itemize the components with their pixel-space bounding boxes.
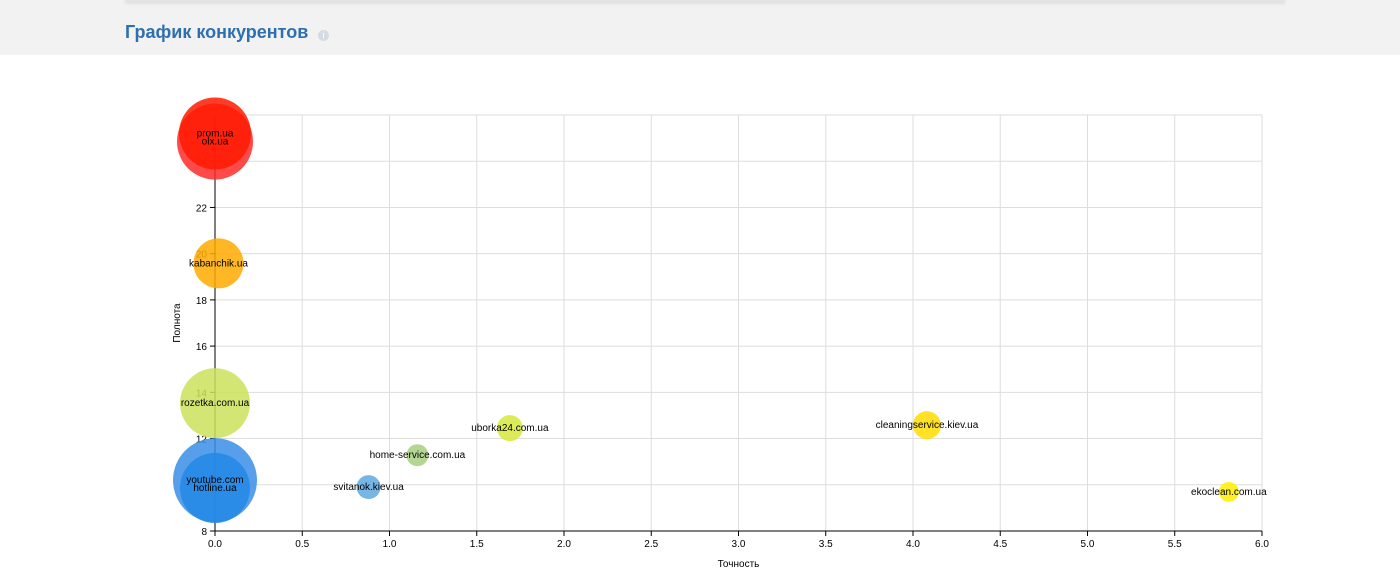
x-tick-label: 0.0 — [208, 539, 222, 550]
x-tick-label: 1.0 — [383, 539, 397, 550]
bubble — [179, 97, 251, 170]
bubble-label: kabanchik.ua — [189, 258, 248, 269]
card-edge — [125, 0, 1285, 2]
bubble — [180, 368, 250, 439]
bubble — [406, 444, 429, 467]
bubble-label: uborka24.com.ua — [471, 423, 549, 434]
bubble-label: youtube.com — [186, 475, 243, 486]
bubble — [912, 411, 941, 440]
x-tick-label: 2.0 — [557, 539, 571, 550]
header-bar — [0, 0, 1400, 55]
bubble — [193, 238, 244, 289]
x-tick-label: 4.0 — [906, 539, 920, 550]
bubble-label: svitanok.kiev.ua — [333, 482, 404, 493]
y-tick-label: 8 — [201, 527, 207, 538]
x-tick-label: 1.5 — [470, 539, 484, 550]
x-tick-label: 2.5 — [644, 539, 658, 550]
bubble — [356, 475, 381, 500]
bubble-label: hotline.ua — [193, 483, 237, 494]
chart: 0.0 0.5 1.0 1.5 2.0 2.5 3.0 3.5 4.0 4.5 5.0 5.5 6.0 8… — [172, 97, 1269, 570]
info-icon[interactable]: i — [318, 30, 329, 41]
page-title: График конкурентов — [125, 22, 309, 42]
bubble-label: cleaningservice.kiev.ua — [876, 420, 979, 431]
y-tick-label: 18 — [196, 296, 208, 307]
x-tick-label: 5.0 — [1081, 539, 1095, 550]
bubble-label: olx.ua — [202, 137, 229, 148]
bubble-label: ekoclean.com.ua — [1191, 487, 1267, 498]
x-tick-label: 3.0 — [732, 539, 746, 550]
bubble — [1218, 481, 1239, 502]
x-tick-label: 5.5 — [1168, 539, 1182, 550]
bubble-label: home-service.com.ua — [370, 450, 466, 461]
x-tick-label: 0.5 — [295, 539, 309, 550]
bubble — [496, 415, 523, 442]
bubble-label: prom.ua — [197, 128, 234, 139]
x-tick-label: 4.5 — [993, 539, 1007, 550]
x-tick-label: 6.0 — [1255, 539, 1269, 550]
y-tick-label: 12 — [196, 435, 208, 446]
y-tick-label: 16 — [196, 342, 208, 353]
y-axis-label: Полнота — [172, 303, 183, 343]
bubble — [180, 453, 250, 524]
x-tick-label: 3.5 — [819, 539, 833, 550]
x-axis-label: Точность — [718, 559, 760, 570]
bubble-label: rozetka.com.ua — [181, 398, 250, 409]
y-tick-label: 22 — [196, 203, 208, 214]
